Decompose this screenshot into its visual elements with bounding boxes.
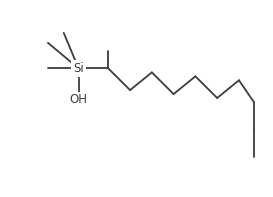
Text: Si: Si bbox=[73, 62, 84, 75]
Text: OH: OH bbox=[70, 94, 88, 107]
